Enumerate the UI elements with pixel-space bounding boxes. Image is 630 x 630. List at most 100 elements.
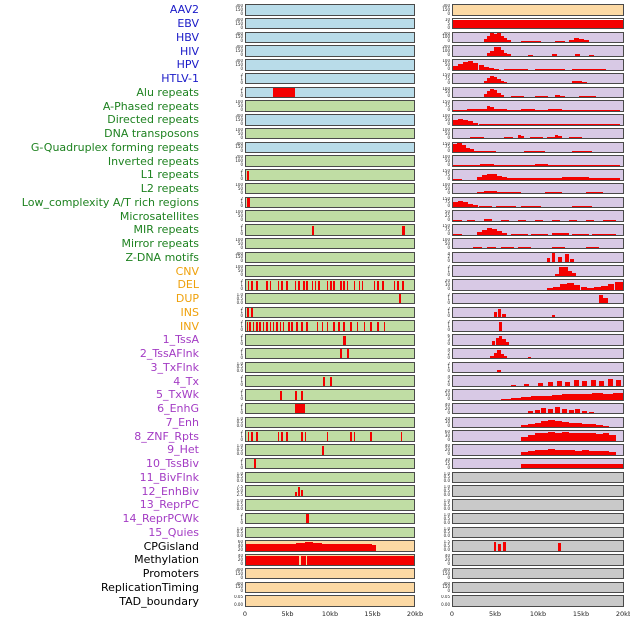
- y-tick: 300: [235, 141, 243, 146]
- y-tick: 0.5: [443, 515, 450, 521]
- y-tick: 0: [240, 162, 243, 167]
- track-panel-right: [452, 155, 624, 167]
- signal-bar: [294, 390, 297, 400]
- signal-bar: [592, 464, 603, 469]
- signal-bar: [568, 422, 576, 428]
- track-label: 3_TxFlnk: [150, 360, 199, 374]
- y-tick: 2: [447, 361, 450, 366]
- track-panel-right: [452, 237, 624, 250]
- track-panel-right: [452, 127, 624, 140]
- y-tick: 2: [240, 72, 243, 77]
- track-panel-left: [245, 347, 415, 360]
- signal-bar: [565, 192, 583, 194]
- y-axis-ticks: 60 30 0: [415, 430, 452, 442]
- y-tick: 0: [447, 382, 450, 387]
- y-axis-ticks: 300 150 0: [202, 59, 245, 71]
- track-panel-left: [245, 155, 415, 167]
- track-panel-right: [452, 306, 624, 319]
- signal-bar: [585, 137, 600, 139]
- track-panel-right: [452, 526, 624, 539]
- y-tick: 1: [240, 89, 243, 95]
- signal-bar: [246, 308, 249, 318]
- y-tick: 75: [444, 171, 450, 177]
- signal-bar: [609, 451, 617, 455]
- signal-bar: [555, 449, 562, 455]
- y-axis-ticks: 150 75 0: [415, 73, 452, 85]
- signal-bar: [466, 220, 476, 221]
- signal-bar: [541, 421, 549, 428]
- y-tick: 0: [240, 175, 243, 181]
- track-panel-left: [245, 567, 415, 580]
- track-panel-left: [245, 402, 415, 415]
- signal-bar: [534, 422, 542, 428]
- signal-bar: [326, 432, 329, 441]
- track-row: CPGisland 60 40 20 1.5 0.5 0.0: [4, 539, 630, 553]
- signal-bar: [504, 81, 508, 84]
- x-tick: 0: [242, 610, 248, 618]
- y-tick: 100: [442, 59, 450, 64]
- signal-bar: [521, 396, 532, 400]
- y-tick: 15: [444, 460, 450, 466]
- signal-bar: [521, 41, 542, 43]
- signal-bar: [402, 280, 404, 290]
- y-tick: 2: [240, 306, 243, 311]
- track-label: Mirror repeats: [121, 237, 200, 251]
- y-tick: 1.0: [236, 526, 243, 531]
- signal-bar: [318, 280, 320, 290]
- signal-bar: [453, 120, 459, 125]
- y-tick: 150: [235, 20, 243, 26]
- y-tick: 300: [442, 581, 450, 586]
- y-tick: 1.0: [236, 471, 243, 476]
- signal-bar: [534, 433, 542, 441]
- signal-bar: [551, 314, 555, 318]
- signal-bar: [507, 40, 511, 43]
- signal-bar: [544, 192, 562, 194]
- y-tick: 7.5: [236, 485, 243, 490]
- signal-bar: [481, 175, 487, 180]
- y-tick: 0.0: [236, 478, 243, 484]
- y-tick: 0: [447, 395, 450, 401]
- y-tick: 0: [240, 120, 243, 126]
- y-tick: 0: [447, 450, 450, 456]
- y-tick: 20: [237, 556, 243, 562]
- y-tick: 0: [240, 519, 243, 525]
- y-axis-ticks: 300 150 0: [202, 18, 245, 30]
- signal-bar: [546, 257, 550, 263]
- signal-bar: [350, 322, 352, 331]
- y-tick: 150: [442, 6, 450, 12]
- y-axis-ticks: 100 50 0: [202, 100, 245, 112]
- signal-bar: [333, 322, 335, 331]
- y-tick: 0: [447, 437, 450, 442]
- y-tick: 150: [442, 100, 450, 105]
- signal-bar: [531, 464, 542, 469]
- track-label: HPV: [176, 58, 199, 72]
- signal-bar: [521, 464, 532, 469]
- signal-bar: [457, 143, 462, 153]
- signal-bar: [524, 383, 530, 386]
- signal-bar: [573, 37, 579, 43]
- y-axis-ticks: 0.05 0.00: [415, 595, 452, 607]
- signal-bar: [497, 33, 501, 43]
- track-panel-right: [452, 72, 624, 85]
- signal-bar: [568, 450, 576, 455]
- y-tick: 300: [235, 31, 243, 36]
- track-row: Microsatellites 100 50 0 50 25 0: [4, 209, 630, 223]
- signal-bar: [458, 119, 464, 125]
- y-axis-ticks: 200 100 0: [415, 32, 452, 44]
- y-tick: 0: [240, 38, 243, 44]
- y-axis-ticks: 300 150 0: [202, 4, 245, 16]
- y-tick: 20: [444, 405, 450, 411]
- signal-bar: [583, 40, 589, 43]
- track-label: 14_ReprPCWk: [122, 512, 199, 526]
- y-tick: 0.5: [443, 501, 450, 507]
- y-axis-ticks: 100 50 0: [415, 128, 452, 140]
- signal-bar: [488, 67, 494, 70]
- y-tick: 4: [447, 347, 450, 352]
- y-tick: 100: [442, 127, 450, 132]
- signal-bar: [466, 109, 481, 111]
- y-tick: 0: [240, 574, 243, 580]
- signal-bar: [507, 109, 521, 111]
